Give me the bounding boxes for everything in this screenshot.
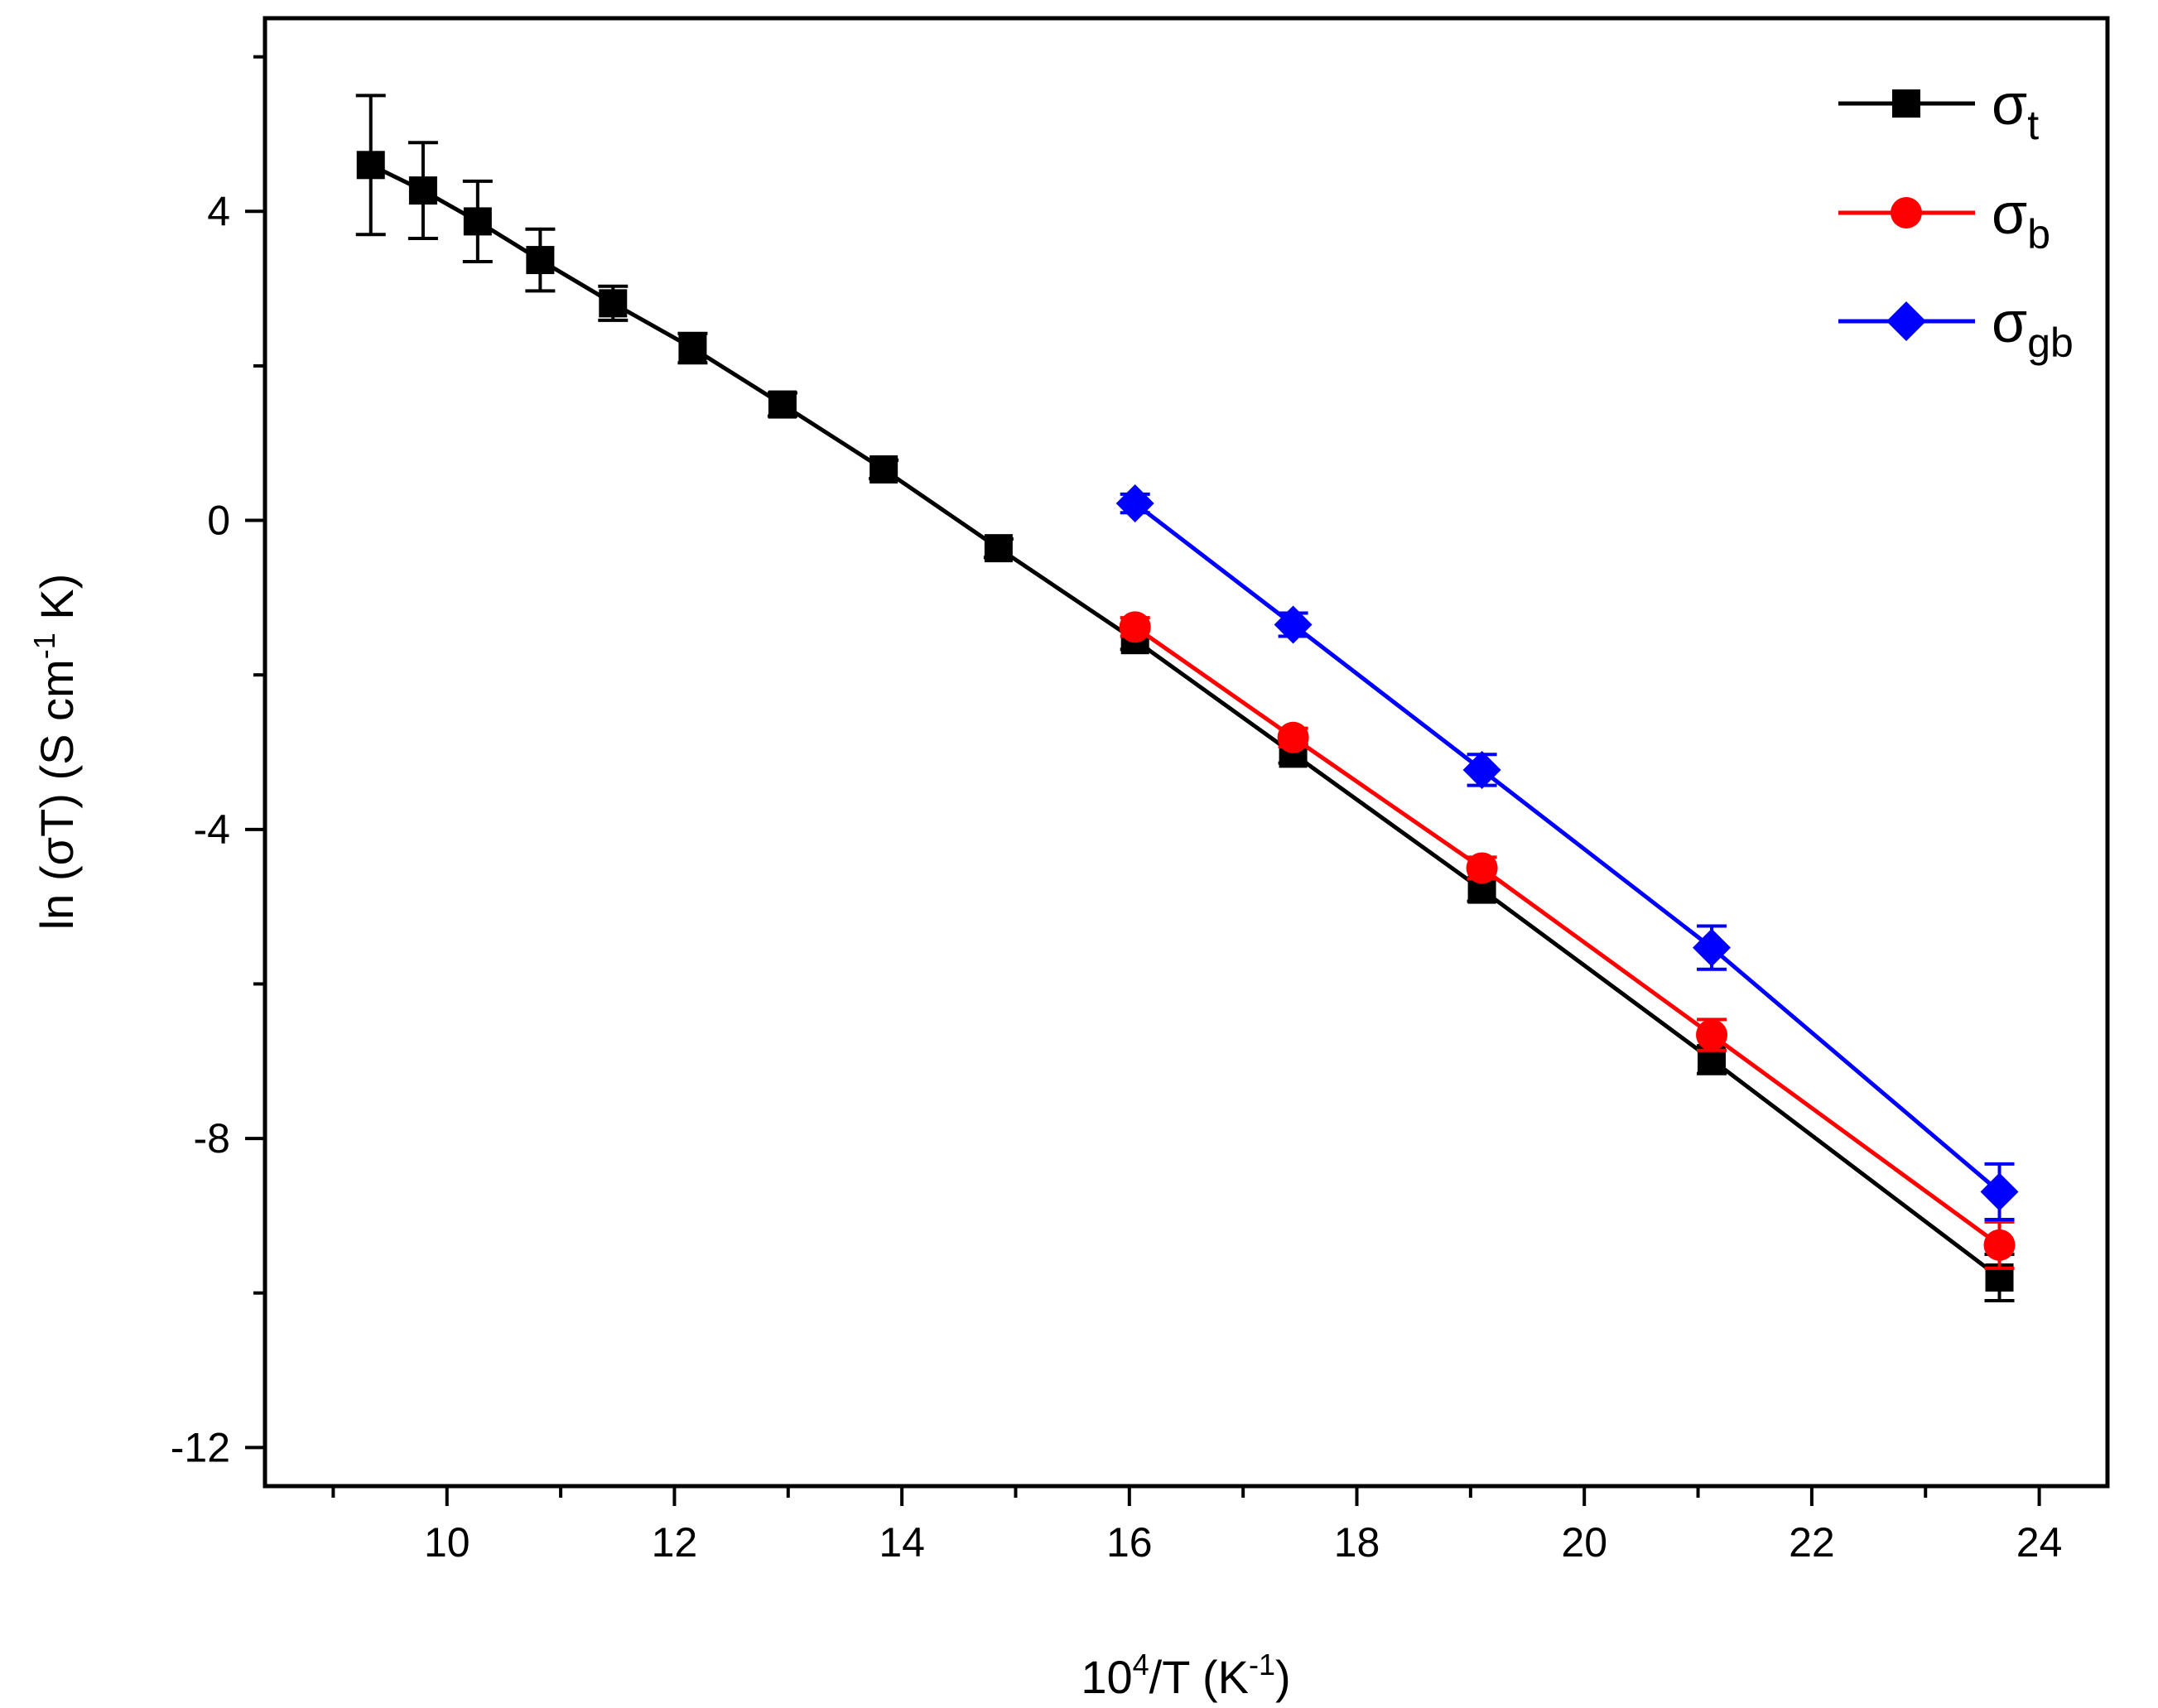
y-title-main: ln (σT) (S cm	[31, 659, 83, 930]
y-title-end: K)	[31, 574, 83, 633]
x-tick-label: 14	[879, 1519, 925, 1566]
data-point-diamond	[1980, 1172, 2019, 1211]
series-b	[1119, 611, 2016, 1270]
legend-label-sigma-gb: σgb	[1992, 290, 2074, 366]
y-axis-title: ln (σT) (S cm-1 K)	[27, 574, 83, 931]
plot-series	[355, 94, 2019, 1303]
data-point-circle	[1983, 1229, 2016, 1261]
x-tick-label: 12	[652, 1519, 698, 1566]
legend: σt σb σgb	[1838, 72, 2074, 366]
x-tick-label: 22	[1789, 1519, 1835, 1566]
x-tick-label: 18	[1334, 1519, 1380, 1566]
legend-sigma-b-symbol: σ	[1992, 181, 2027, 246]
y-tick-label: -8	[194, 1115, 230, 1162]
x-title-mid: /T (K	[1149, 1651, 1249, 1703]
legend-marker-sigma-b	[1891, 197, 1922, 229]
legend-sigma-gb-sub: gb	[2027, 320, 2074, 366]
x-tick-label: 16	[1106, 1519, 1153, 1566]
legend-item-sigma-t: σt	[1838, 72, 2039, 148]
y-axis: 4 0 -4 -8 -12	[171, 55, 265, 1470]
legend-sigma-t-symbol: σ	[1992, 72, 2027, 137]
data-point-circle	[1466, 852, 1498, 884]
data-point-square	[526, 246, 555, 275]
x-title-unit-sup: -1	[1249, 1648, 1275, 1682]
legend-label-sigma-t: σt	[1992, 72, 2039, 148]
data-point-square	[984, 534, 1013, 563]
data-point-diamond	[1115, 484, 1154, 523]
data-point-square	[768, 390, 797, 419]
x-tick-label: 24	[2016, 1519, 2063, 1566]
y-title-sup: -1	[27, 633, 61, 659]
data-point-square	[599, 289, 628, 318]
data-point-square	[463, 207, 492, 236]
y-tick-label: 4	[207, 188, 230, 234]
y-tick-label: -4	[194, 806, 230, 853]
legend-label-sigma-b: σb	[1992, 181, 2050, 257]
data-point-circle	[1277, 721, 1309, 753]
data-point-square	[356, 151, 385, 180]
data-point-circle	[1119, 611, 1151, 643]
data-point-diamond	[1693, 928, 1732, 967]
series-gb	[1115, 484, 2019, 1222]
y-tick-label: 0	[207, 498, 230, 544]
legend-marker-sigma-gb	[1886, 301, 1926, 341]
x-tick-label: 20	[1561, 1519, 1607, 1566]
data-point-diamond	[1274, 605, 1313, 644]
x-axis: 10 12 14 16 18 20 22 24	[331, 1486, 2063, 1566]
plot-frame	[263, 16, 2110, 1489]
legend-sigma-t-sub: t	[2027, 102, 2039, 148]
legend-marker-sigma-t	[1892, 89, 1920, 118]
legend-sigma-b-sub: b	[2027, 211, 2050, 257]
data-point-square	[678, 334, 707, 363]
x-axis-title: 104/T (K-1)	[1081, 1648, 1290, 1703]
data-point-diamond	[1462, 750, 1501, 789]
legend-item-sigma-gb: σgb	[1838, 290, 2074, 366]
y-tick-label: -12	[171, 1424, 230, 1470]
data-point-square	[408, 176, 437, 205]
legend-sigma-gb-symbol: σ	[1992, 290, 2027, 354]
data-point-circle	[1696, 1019, 1728, 1051]
x-title-end: )	[1275, 1651, 1291, 1703]
x-tick-label: 10	[424, 1519, 470, 1566]
legend-item-sigma-b: σb	[1838, 181, 2050, 257]
data-point-square	[869, 455, 898, 484]
x-title-base-sup: 4	[1133, 1648, 1149, 1682]
x-title-base: 10	[1081, 1651, 1132, 1703]
